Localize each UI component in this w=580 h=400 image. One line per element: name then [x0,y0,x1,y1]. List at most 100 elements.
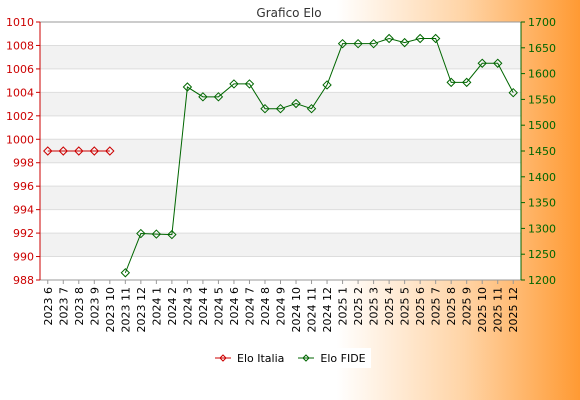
x-tick-label: 2023 6 [42,287,55,326]
data-point [493,58,503,68]
right-tick-label: 1250 [528,248,556,261]
grid-band [40,186,521,210]
data-point [120,268,131,278]
x-tick-label: 2023 11 [119,287,132,333]
x-tick-label: 2024 7 [243,287,256,326]
x-tick-label: 2024 12 [321,287,334,333]
data-point [58,146,68,156]
data-point [430,33,441,44]
x-tick-label: 2024 3 [181,287,194,326]
grid-band [40,256,521,280]
x-tick-label: 2023 8 [73,287,86,326]
left-tick-label: 1002 [6,110,34,123]
grid-band [40,233,521,257]
data-point [508,87,518,98]
data-point [306,103,317,114]
right-tick-label: 1600 [528,68,556,81]
x-tick-label: 2025 11 [492,287,505,333]
x-tick-label: 2025 5 [399,287,412,326]
data-point [105,146,115,156]
data-point [213,92,224,102]
data-point [182,82,193,92]
data-point [260,103,270,114]
x-tick-label: 2024 11 [306,287,319,333]
x-tick-label: 2025 12 [507,287,520,333]
grid-band [40,45,521,69]
grid-band [40,68,521,93]
right-tick-label: 1550 [528,93,556,106]
x-tick-label: 2024 6 [228,287,241,326]
data-point [477,58,487,68]
grid-band [40,115,521,140]
data-point [244,79,255,89]
legend-label-elo-italia: Elo Italia [237,351,285,365]
left-tick-label: 1000 [6,133,34,146]
x-tick-label: 2025 10 [476,287,489,333]
grid-bands [40,21,521,281]
x-tick-label: 2024 2 [166,287,179,326]
data-point [291,98,301,109]
data-point [322,80,332,90]
right-tick-label: 1700 [528,16,556,29]
left-tick-label: 1006 [6,63,34,76]
x-tick-label: 2025 4 [383,287,396,326]
x-tick-label: 2024 10 [290,287,303,333]
grid-band [40,22,521,46]
left-tick-label: 1008 [6,39,34,52]
x-tick-label: 2024 1 [150,287,163,326]
data-point [229,79,239,89]
data-point [89,146,100,156]
data-point [74,146,84,156]
elo-italia-swatch-icon [215,354,231,362]
data-point [151,229,162,239]
x-tick-label: 2025 9 [461,287,474,326]
data-point [415,33,425,44]
left-tick-label: 1010 [6,16,34,29]
x-tick-label: 2025 8 [445,287,458,326]
grid-band [40,139,521,163]
chart-title: Grafico Elo [256,6,321,20]
data-point [399,37,410,48]
data-point [167,229,177,240]
right-tick-label: 1650 [528,42,556,55]
legend-item-elo-fide: Elo FIDE [298,351,366,365]
x-tick-label: 2023 10 [104,287,117,333]
data-point [384,33,394,44]
left-tick-label: 994 [13,204,34,217]
right-axis-ticks: 1200 1250 1300 1350 1400 1450 1500 1550 1600 1650… [521,16,556,287]
right-tick-label: 1450 [528,145,556,158]
right-tick-label: 1400 [528,171,556,184]
series-0 [43,146,115,156]
elo-fide-swatch-icon [298,354,315,362]
x-tick-label: 2024 4 [197,287,210,326]
series-layer [43,33,518,278]
data-point [275,103,286,114]
data-point [337,38,348,49]
left-tick-label: 992 [13,227,34,240]
x-tick-label: 2023 12 [135,287,148,333]
left-tick-label: 988 [13,274,34,287]
data-point [43,146,53,156]
left-tick-label: 1004 [6,86,34,99]
right-tick-label: 1350 [528,197,556,210]
grid-band [40,209,521,234]
left-axis-ticks: 988 990 992 994 996 998 1000 1002 1004 1006 1008 10… [6,16,40,287]
right-tick-label: 1500 [528,119,556,132]
x-axis-ticks: 2023 6 2023 7 2023 8 2023 9 2023 10 2023 11 20… [42,280,520,333]
x-tick-label: 2023 7 [57,287,70,326]
data-point [461,77,472,88]
x-tick-label: 2024 8 [259,287,272,326]
data-point [446,77,456,88]
x-tick-label: 2025 2 [352,287,365,326]
data-point [198,92,208,102]
legend-label-elo-fide: Elo FIDE [320,351,366,365]
series-1 [120,33,518,278]
data-point [353,38,363,49]
x-tick-label: 2025 3 [368,287,381,326]
legend: Elo Italia Elo FIDE [211,348,371,368]
x-tick-label: 2024 9 [275,287,288,326]
x-tick-label: 2025 1 [337,287,350,326]
x-tick-label: 2025 6 [414,287,427,326]
